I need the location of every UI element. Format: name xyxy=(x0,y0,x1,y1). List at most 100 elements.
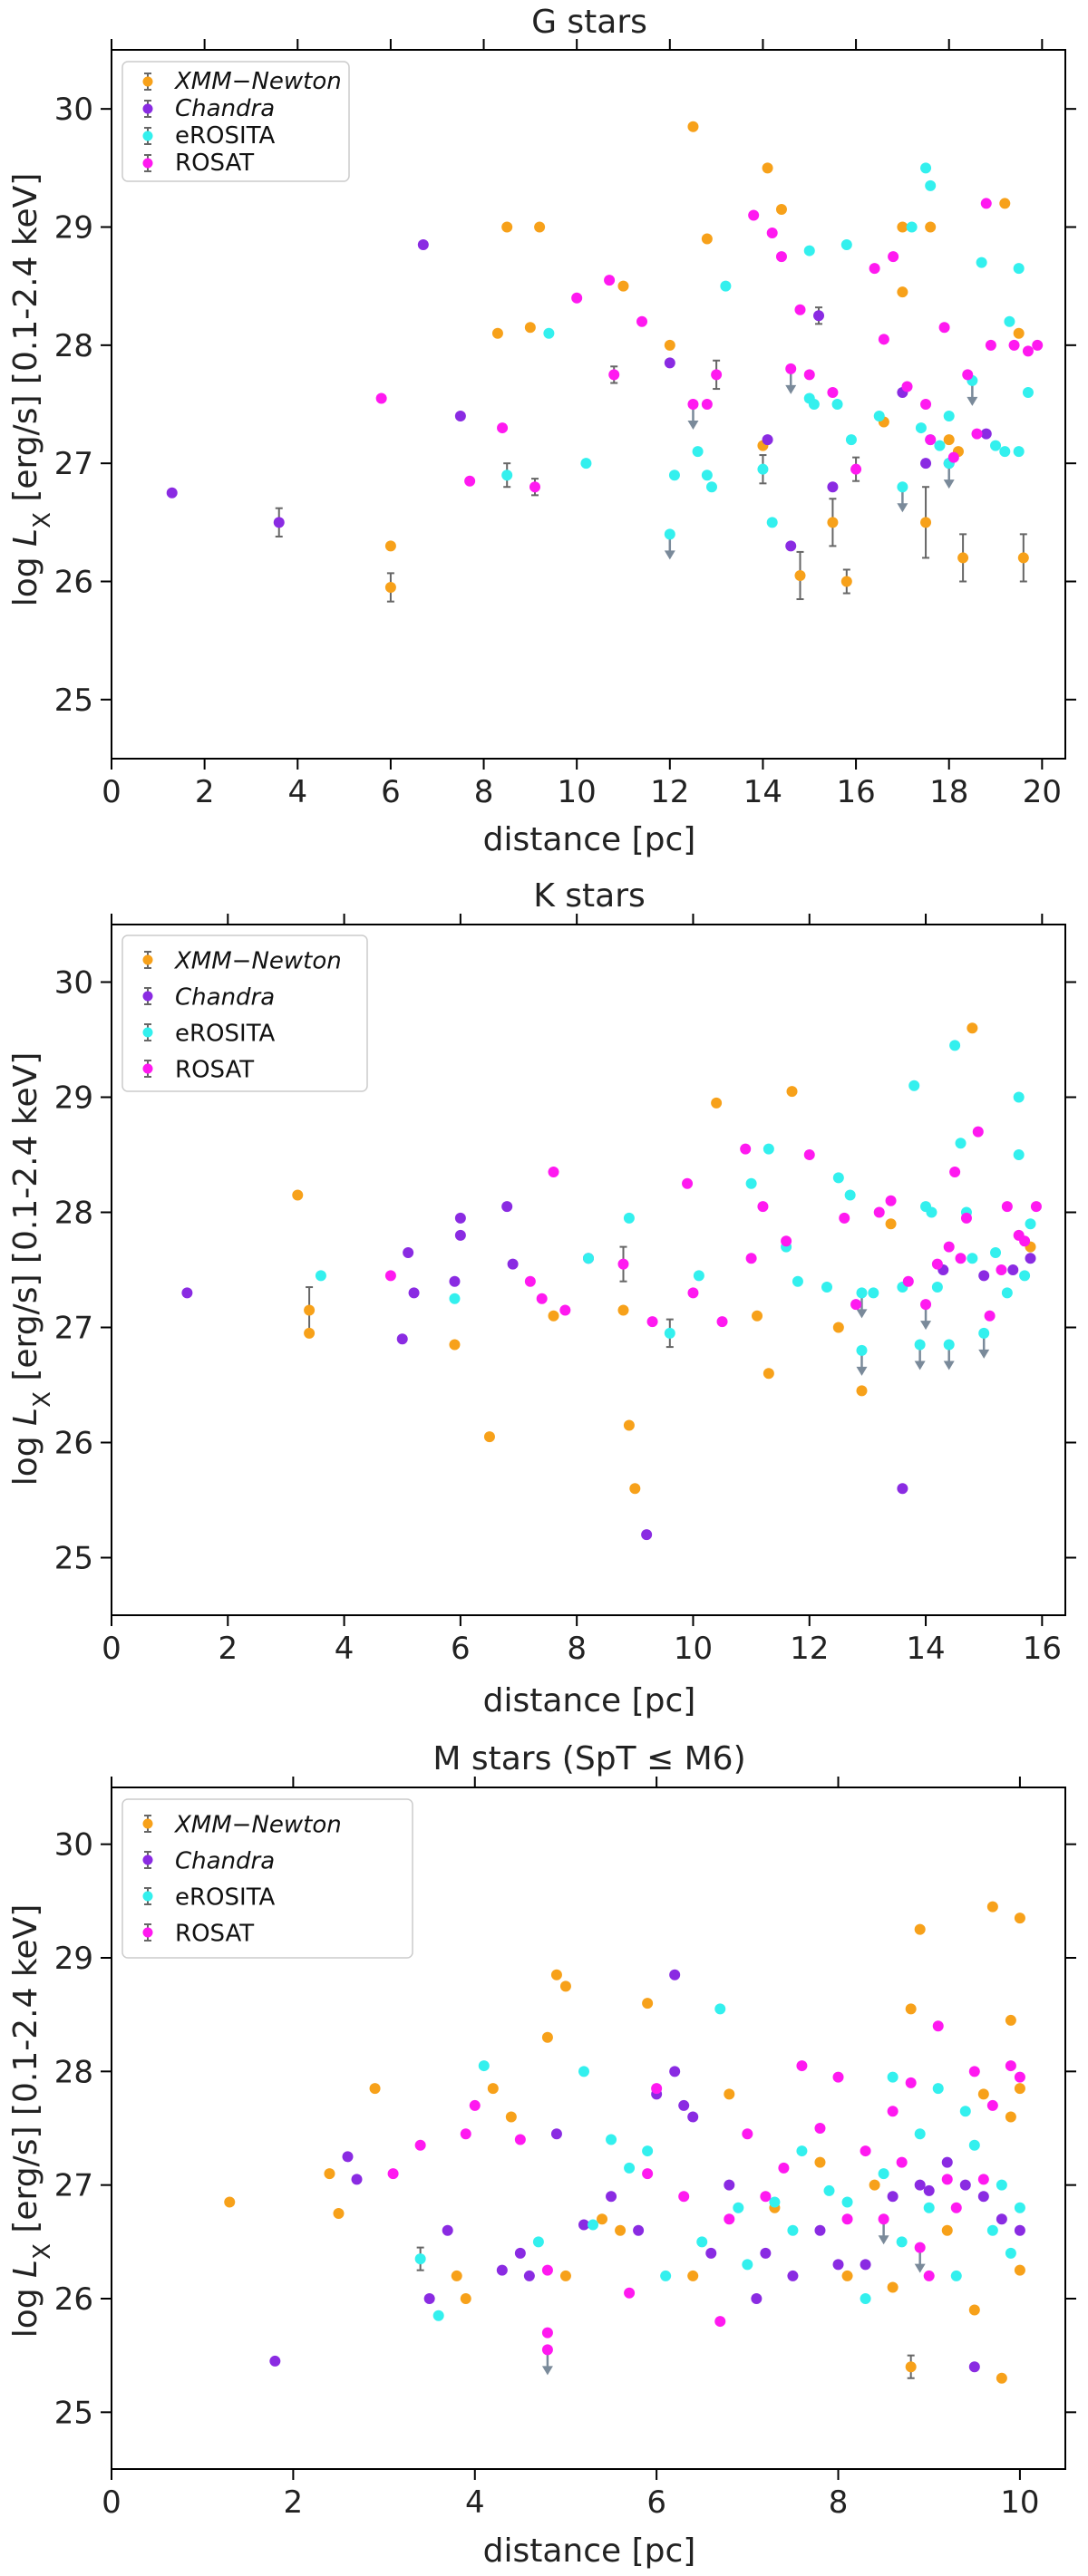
data-point xyxy=(548,1310,559,1322)
panel-g-stars: G stars distance [pc] log LX [erg/s] [0.… xyxy=(7,4,1076,858)
data-point xyxy=(541,2344,553,2356)
data-point xyxy=(454,1212,466,1224)
data-point xyxy=(604,275,616,286)
data-point xyxy=(996,1264,1007,1275)
data-point xyxy=(642,1998,654,2009)
data-point xyxy=(901,381,913,392)
data-point xyxy=(794,304,806,315)
data-point xyxy=(1014,2083,1025,2095)
data-point xyxy=(664,339,675,351)
data-point xyxy=(629,1483,641,1495)
data-point xyxy=(955,1253,967,1264)
y-tick-label: 26 xyxy=(54,2281,93,2318)
legend-label-xmm: XMM−Newton xyxy=(173,68,342,95)
data-point xyxy=(304,1304,316,1316)
upper-limit-arrowhead xyxy=(914,1361,926,1370)
series-xmm xyxy=(292,1022,1036,1495)
data-point xyxy=(534,221,546,233)
legend-frame xyxy=(121,1798,413,1959)
legend-label-erosita: eROSITA xyxy=(175,122,276,150)
data-point xyxy=(850,463,862,475)
data-point xyxy=(769,2196,781,2208)
data-point xyxy=(823,2184,835,2196)
panel-title: K stars xyxy=(533,877,646,915)
data-point xyxy=(925,434,937,446)
data-point xyxy=(403,1246,414,1258)
data-point xyxy=(693,1270,704,1282)
data-point xyxy=(1001,1287,1013,1299)
data-point xyxy=(1019,1270,1031,1282)
data-point xyxy=(840,239,852,251)
data-point xyxy=(524,1275,536,1287)
data-point xyxy=(832,2259,844,2271)
data-point xyxy=(1030,1201,1042,1213)
panel-m-stars: M stars (SpT ≤ M6) distance [pc] log LX … xyxy=(7,1740,1076,2570)
data-point xyxy=(451,2270,462,2281)
data-point xyxy=(1019,1235,1031,1247)
y-tick-label: 29 xyxy=(54,210,93,247)
data-point xyxy=(897,1483,908,1495)
data-point xyxy=(651,2083,663,2095)
data-point xyxy=(664,528,675,540)
legend-label-xmm: XMM−Newton xyxy=(173,1811,342,1838)
data-point xyxy=(501,221,513,233)
data-point xyxy=(950,2270,962,2281)
data-point xyxy=(932,2020,944,2032)
legend-marker xyxy=(142,76,153,87)
y-tick-label: 25 xyxy=(54,2395,93,2431)
data-point xyxy=(623,1419,635,1431)
data-point xyxy=(1014,2202,1025,2213)
data-point xyxy=(224,2196,236,2208)
data-point xyxy=(1025,1253,1036,1264)
data-point xyxy=(615,2224,627,2236)
data-point xyxy=(687,2111,699,2123)
data-point xyxy=(623,1212,635,1224)
data-point xyxy=(624,2287,636,2299)
data-point xyxy=(914,1339,926,1351)
data-point xyxy=(384,540,396,552)
data-point xyxy=(496,2264,508,2276)
data-point xyxy=(943,1241,955,1253)
upper-limit-arrowhead xyxy=(878,2235,889,2245)
data-point xyxy=(827,481,839,493)
data-point xyxy=(571,292,583,304)
legend-marker xyxy=(142,158,153,169)
data-point xyxy=(724,2213,735,2225)
data-point xyxy=(841,2213,853,2225)
data-point xyxy=(941,2174,953,2185)
data-point xyxy=(580,458,592,470)
data-point xyxy=(384,582,396,594)
data-point xyxy=(1005,2111,1016,2123)
data-point xyxy=(669,1969,681,1980)
data-point xyxy=(766,228,778,239)
data-point xyxy=(678,2099,690,2111)
data-point xyxy=(803,1149,815,1160)
data-point xyxy=(578,2066,589,2077)
data-point xyxy=(606,2134,617,2145)
data-point xyxy=(856,1385,868,1397)
data-point xyxy=(701,233,713,245)
data-point xyxy=(868,1287,879,1299)
x-tick-label: 4 xyxy=(335,1631,355,1667)
data-point xyxy=(752,1310,763,1322)
legend-label-chandra: Chandra xyxy=(175,1847,275,1874)
data-point xyxy=(543,327,555,339)
data-point xyxy=(943,434,955,446)
data-point xyxy=(984,1310,996,1322)
data-point xyxy=(342,2151,354,2163)
y-tick-label: 28 xyxy=(54,328,93,364)
data-point xyxy=(762,434,773,446)
data-point xyxy=(369,2083,381,2095)
y-tick-label: 28 xyxy=(54,2054,93,2090)
y-axis-label: log LX [erg/s] [0.1-2.4 keV] xyxy=(7,1904,56,2339)
data-point xyxy=(920,458,932,470)
data-point xyxy=(583,1253,594,1264)
legend-marker xyxy=(142,1927,153,1938)
data-point xyxy=(794,569,806,581)
data-point xyxy=(803,245,815,257)
data-point xyxy=(733,2202,744,2213)
data-point xyxy=(803,369,815,381)
legend-label-rosat: ROSAT xyxy=(175,150,254,177)
data-point xyxy=(923,2202,935,2213)
x-tick-label: 16 xyxy=(1023,1631,1062,1667)
